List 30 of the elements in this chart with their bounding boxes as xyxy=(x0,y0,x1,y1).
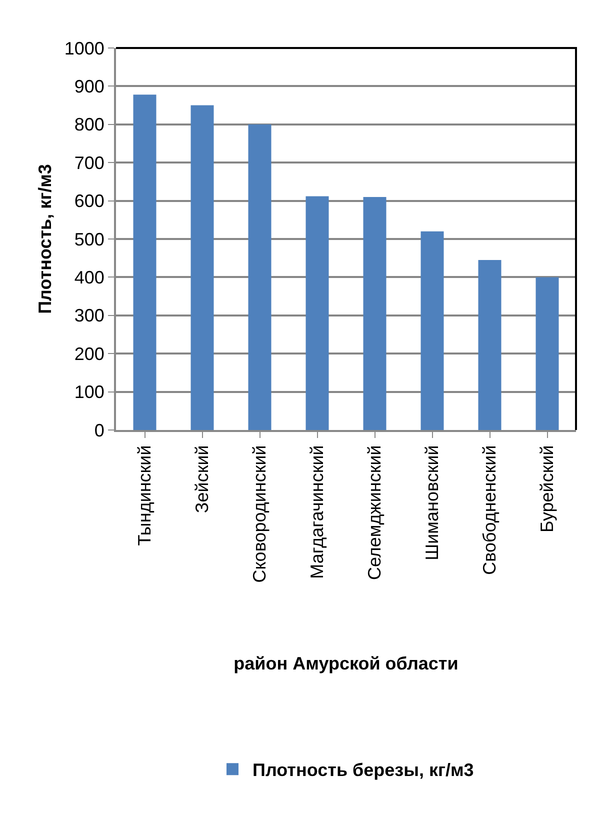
y-tick-label: 600 xyxy=(74,191,104,212)
bar xyxy=(190,105,214,430)
y-tick-label: 0 xyxy=(94,420,104,440)
y-tick-label: 800 xyxy=(74,114,104,135)
bar xyxy=(363,196,386,430)
x-tick-label: Шимановский xyxy=(422,445,442,560)
y-tick-label: 1000 xyxy=(64,38,104,58)
y-tick-label: 500 xyxy=(74,229,104,250)
y-tick-label: 100 xyxy=(74,382,104,402)
bar xyxy=(536,277,559,430)
x-tick-label: Бурейский xyxy=(537,445,558,532)
x-tick-label: Тындинский xyxy=(134,445,155,546)
legend-label: Плотность березы, кг/м3 xyxy=(252,760,474,780)
y-tick-label: 200 xyxy=(74,344,104,364)
y-tick-label: 300 xyxy=(74,306,104,326)
x-tick-label: Зейский xyxy=(192,445,212,514)
y-tick-label: 400 xyxy=(74,268,104,288)
bar xyxy=(248,124,272,430)
x-tick-label: Свободненский xyxy=(480,445,500,575)
bar xyxy=(133,94,156,430)
x-axis-title: район Амурской области xyxy=(234,653,458,674)
x-tick-label: Сковородинский xyxy=(250,445,270,583)
x-tick-label: Селемджинский xyxy=(364,445,385,580)
x-tick-label: Магдагачинский xyxy=(307,445,328,579)
bar xyxy=(306,196,329,430)
y-axis-title: Плотность, кг/м3 xyxy=(35,164,56,314)
bar xyxy=(478,260,502,430)
bar xyxy=(420,231,444,430)
y-tick-label: 700 xyxy=(74,152,104,173)
y-tick-label: 900 xyxy=(74,76,104,96)
